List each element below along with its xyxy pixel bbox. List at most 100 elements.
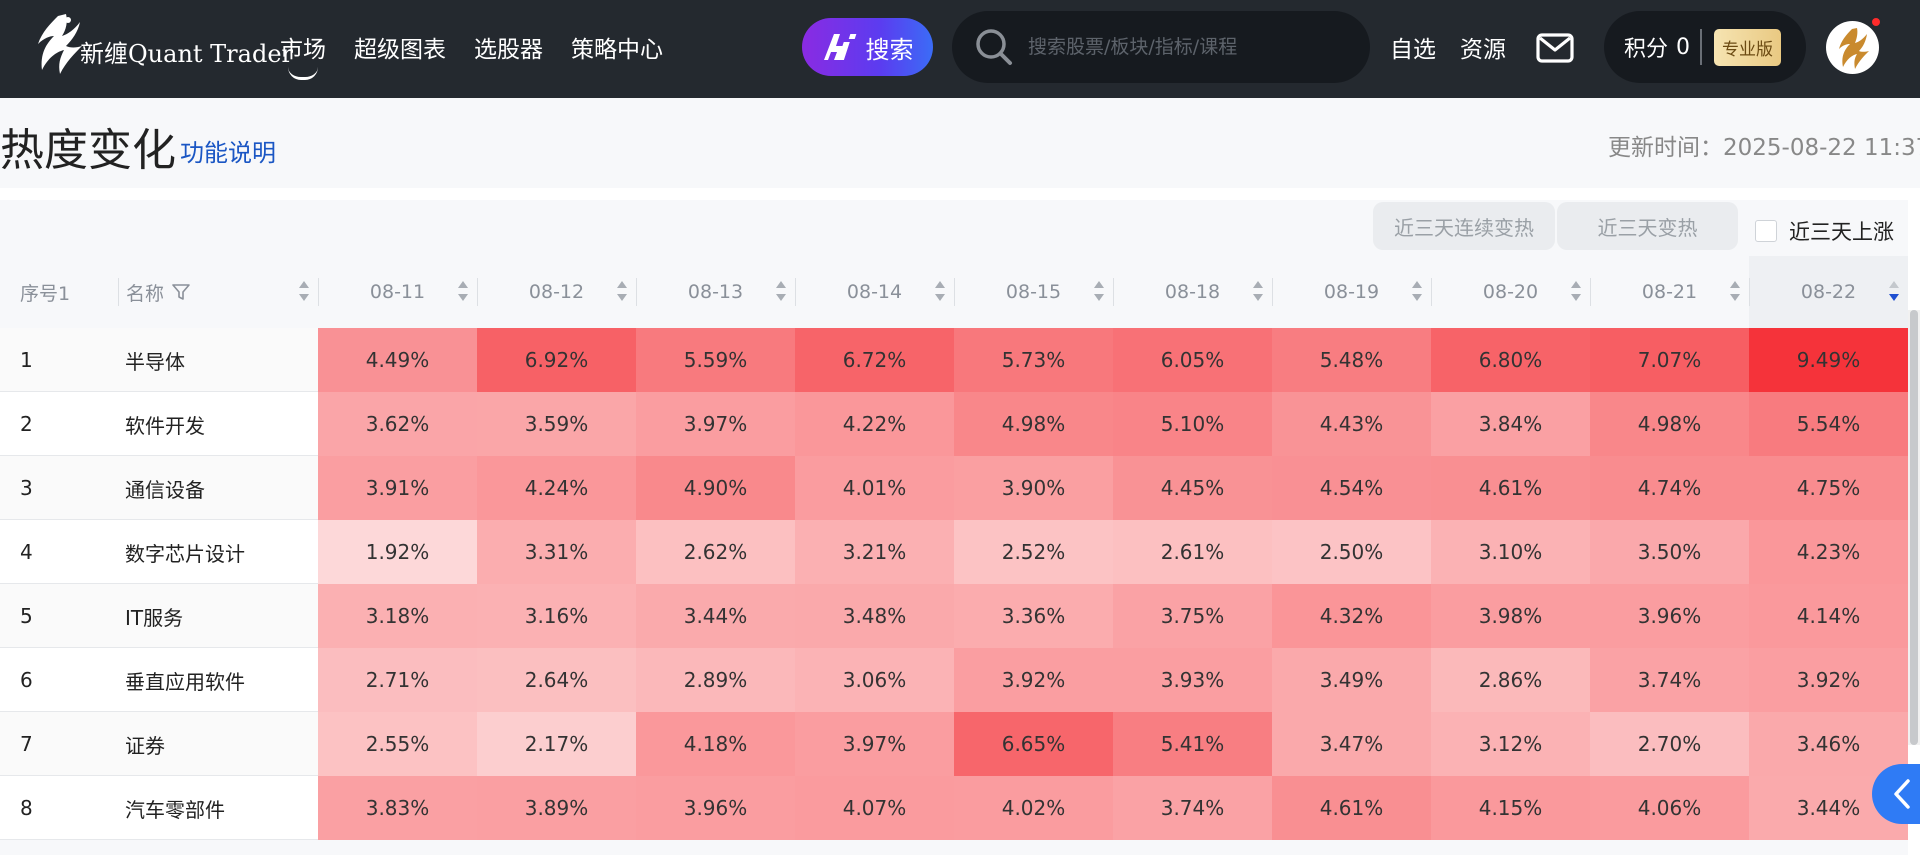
ai-search-button[interactable]: 搜索	[802, 18, 933, 76]
col-date-label: 08-13	[687, 281, 744, 303]
col-date-label: 08-18	[1164, 281, 1221, 303]
nav-strategy-center[interactable]: 策略中心	[571, 37, 663, 63]
table-row[interactable]: 5 IT服务 3.18% 3.16% 3.44% 3.48% 3.36% 3.75% 4.32%…	[0, 584, 1908, 648]
heat-cell: 4.18%	[636, 712, 795, 776]
col-header-date[interactable]: 08-14	[795, 256, 954, 328]
notification-dot	[1870, 16, 1882, 28]
heat-cell: 5.73%	[954, 328, 1113, 392]
heat-cell: 3.48%	[795, 584, 954, 648]
filter-consecutive-hot-button[interactable]: 近三天连续变热	[1373, 202, 1555, 250]
heat-cell: 5.10%	[1113, 392, 1272, 456]
col-header-index[interactable]: 序号1	[20, 256, 115, 328]
mail-icon[interactable]	[1536, 32, 1574, 64]
row-sector-name[interactable]: 通信设备	[125, 477, 205, 502]
sort-icon[interactable]	[1888, 278, 1900, 304]
table-row[interactable]: 3 通信设备 3.91% 4.24% 4.90% 4.01% 3.90% 4.45% 4.54%…	[0, 456, 1908, 520]
sort-icon[interactable]	[457, 278, 469, 304]
heat-cell: 4.61%	[1272, 776, 1431, 840]
search-input[interactable]	[1028, 36, 1348, 58]
filter-icon[interactable]	[172, 283, 190, 301]
row-sector-name[interactable]: 汽车零部件	[125, 797, 225, 822]
col-date-label: 08-19	[1323, 281, 1380, 303]
heat-cell: 3.18%	[318, 584, 477, 648]
bottom-strip	[0, 855, 1920, 867]
rising-3days-filter[interactable]: 近三天上涨	[1755, 216, 1894, 246]
heat-cell: 2.17%	[477, 712, 636, 776]
heat-cell: 6.05%	[1113, 328, 1272, 392]
heat-cell: 3.59%	[477, 392, 636, 456]
table-row[interactable]: 4 数字芯片设计 1.92% 3.31% 2.62% 3.21% 2.52% 2.61% 2.5…	[0, 520, 1908, 584]
col-header-date[interactable]: 08-12	[477, 256, 636, 328]
table-row[interactable]: 7 证券 2.55% 2.17% 4.18% 3.97% 6.65% 5.41% 3.47% 3.…	[0, 712, 1908, 776]
heat-cell: 4.61%	[1431, 456, 1590, 520]
pro-badge[interactable]: 专业版	[1714, 28, 1782, 66]
phoenix-logo-icon[interactable]	[28, 10, 88, 78]
col-header-date[interactable]: 08-18	[1113, 256, 1272, 328]
help-link[interactable]: 功能说明	[180, 139, 276, 167]
row-sector-name[interactable]: 数字芯片设计	[125, 541, 245, 566]
nav-watchlist[interactable]: 自选	[1390, 37, 1436, 63]
rising-3days-checkbox[interactable]	[1755, 220, 1777, 242]
scrollbar-thumb[interactable]	[1910, 310, 1918, 745]
row-index: 4	[20, 540, 33, 564]
table-row[interactable]: 6 垂直应用软件 2.71% 2.64% 2.89% 3.06% 3.92% 3.93% 3.4…	[0, 648, 1908, 712]
heat-cell: 3.10%	[1431, 520, 1590, 584]
side-panel-toggle[interactable]	[1872, 764, 1920, 824]
heat-cell: 4.32%	[1272, 584, 1431, 648]
col-header-date[interactable]: 08-11	[318, 256, 477, 328]
heat-cell: 3.12%	[1431, 712, 1590, 776]
sort-icon[interactable]	[1570, 278, 1582, 304]
sort-icon[interactable]	[775, 278, 787, 304]
table-row[interactable]: 1 半导体 4.49% 6.92% 5.59% 6.72% 5.73% 6.05% 5.48% 6…	[0, 328, 1908, 392]
table-header: 序号1 名称 08-11 08-12 08-13 08-14 08-15 08-18 08-…	[0, 256, 1908, 328]
nav-resources[interactable]: 资源	[1460, 37, 1506, 63]
row-index: 5	[20, 604, 33, 628]
col-index-label: 序号1	[20, 282, 71, 305]
sort-icon[interactable]	[1729, 278, 1741, 304]
heat-cell: 2.89%	[636, 648, 795, 712]
row-sector-name[interactable]: 软件开发	[125, 413, 205, 438]
nav-market[interactable]: 市场	[280, 30, 326, 80]
col-header-date[interactable]: 08-21	[1590, 256, 1749, 328]
heat-cell: 5.54%	[1749, 392, 1908, 456]
avatar-phoenix-icon	[1839, 28, 1869, 69]
row-sector-name[interactable]: 半导体	[125, 349, 185, 374]
heat-cell: 3.92%	[1749, 648, 1908, 712]
row-sector-name[interactable]: 证券	[125, 733, 165, 758]
filter-hot-button[interactable]: 近三天变热	[1557, 202, 1738, 250]
col-header-date[interactable]: 08-22	[1749, 256, 1908, 328]
heat-cell: 3.91%	[318, 456, 477, 520]
heat-cell: 4.06%	[1590, 776, 1749, 840]
sort-icon[interactable]	[934, 278, 946, 304]
nav-stock-screener[interactable]: 选股器	[474, 37, 543, 63]
heat-cell: 5.59%	[636, 328, 795, 392]
vertical-scrollbar[interactable]	[1908, 310, 1920, 745]
sort-icon[interactable]	[1093, 278, 1105, 304]
heat-cell: 4.45%	[1113, 456, 1272, 520]
heat-cell: 3.49%	[1272, 648, 1431, 712]
points-panel[interactable]: 积分 0 专业版	[1604, 11, 1806, 83]
sort-icon[interactable]	[1411, 278, 1423, 304]
sort-icon[interactable]	[616, 278, 628, 304]
col-header-name[interactable]: 名称	[118, 256, 318, 328]
table-row[interactable]: 8 汽车零部件 3.83% 3.89% 3.96% 4.07% 4.02% 3.74% 4.61…	[0, 776, 1908, 840]
col-header-date[interactable]: 08-20	[1431, 256, 1590, 328]
row-sector-name[interactable]: 垂直应用软件	[125, 669, 245, 694]
heat-cell: 4.02%	[954, 776, 1113, 840]
heat-cell: 3.21%	[795, 520, 954, 584]
sort-icon[interactable]	[1252, 278, 1264, 304]
brand-name[interactable]: 新缠Quant Trader	[80, 40, 293, 68]
row-sector-name[interactable]: IT服务	[125, 605, 184, 630]
col-header-date[interactable]: 08-15	[954, 256, 1113, 328]
table-row[interactable]: 2 软件开发 3.62% 3.59% 3.97% 4.22% 4.98% 5.10% 4.43%…	[0, 392, 1908, 456]
col-header-date[interactable]: 08-13	[636, 256, 795, 328]
sort-icon[interactable]	[298, 278, 310, 304]
heat-cell: 6.65%	[954, 712, 1113, 776]
avatar[interactable]	[1826, 21, 1879, 74]
heat-cell: 3.96%	[636, 776, 795, 840]
heat-cell: 4.22%	[795, 392, 954, 456]
search-box[interactable]	[952, 11, 1370, 83]
col-header-date[interactable]: 08-19	[1272, 256, 1431, 328]
nav-super-chart[interactable]: 超级图表	[354, 37, 446, 63]
points-label: 积分	[1624, 37, 1669, 62]
